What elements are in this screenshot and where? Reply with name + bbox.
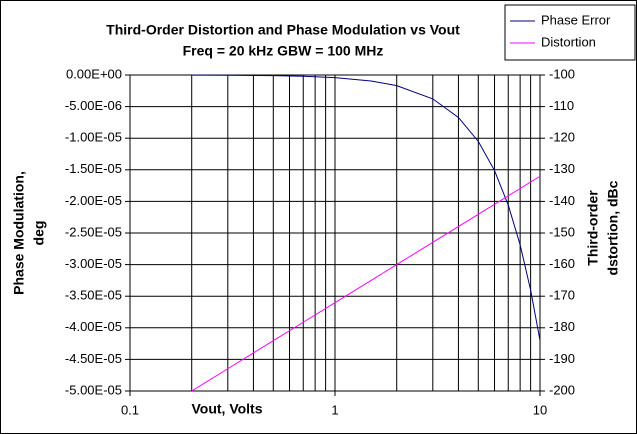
y2-tick-label: -110 <box>549 98 574 113</box>
y-tick-label: -4.50E-05 <box>65 351 122 366</box>
x-tick-label: 1 <box>331 402 338 417</box>
y2-axis-title: Third-order dstortion, dBc <box>585 180 621 275</box>
y2-tick-label: -190 <box>549 351 575 366</box>
series-line <box>191 74 541 341</box>
y2-tick-label: -160 <box>549 256 575 271</box>
y2-tick-label: -170 <box>549 288 575 303</box>
y2-tick-label: -130 <box>549 161 575 176</box>
chart-title: Third-Order Distortion and Phase Modulat… <box>106 22 460 38</box>
plot-border <box>129 74 541 392</box>
y-tick-label: -2.00E-05 <box>65 193 122 208</box>
y2-axis-title-line: Third-order <box>585 190 601 266</box>
chart-subtitle: Freq = 20 kHz GBW = 100 MHz <box>183 43 384 59</box>
y2-tick-label: -100 <box>549 66 575 81</box>
legend-label: Distortion <box>541 34 596 49</box>
y-axis-title: Phase Modulation, deg <box>11 171 47 295</box>
y-tick-label: -4.00E-05 <box>65 319 122 334</box>
y-tick-label: -5.00E-06 <box>65 98 122 113</box>
y2-tick-label: -150 <box>549 224 575 239</box>
y-axis-title-line: Phase Modulation, <box>11 171 27 295</box>
y-axis-title-line: deg <box>31 221 47 246</box>
x-tick-label: 0.1 <box>121 402 139 417</box>
y2-tick-label: -200 <box>549 382 575 397</box>
x-tick-label: 10 <box>533 402 547 417</box>
y2-tick-label: -120 <box>549 130 575 145</box>
legend-label: Phase Error <box>541 12 611 27</box>
x-axis-title: Vout, Volts <box>191 401 262 417</box>
y2-tick-label: -140 <box>549 193 575 208</box>
series-line <box>191 175 541 392</box>
y-tick-label: 0.00E+00 <box>66 66 122 81</box>
y-tick-label: -5.00E-05 <box>65 382 122 397</box>
y-tick-label: -2.50E-05 <box>65 224 122 239</box>
y2-tick-label: -180 <box>549 319 575 334</box>
y-tick-label: -1.50E-05 <box>65 161 122 176</box>
legend-box <box>504 4 636 61</box>
y-tick-label: -1.00E-05 <box>65 130 122 145</box>
y-tick-label: -3.50E-05 <box>65 288 122 303</box>
y-tick-label: -3.00E-05 <box>65 256 122 271</box>
y2-axis-title-line: dstortion, dBc <box>605 180 621 275</box>
